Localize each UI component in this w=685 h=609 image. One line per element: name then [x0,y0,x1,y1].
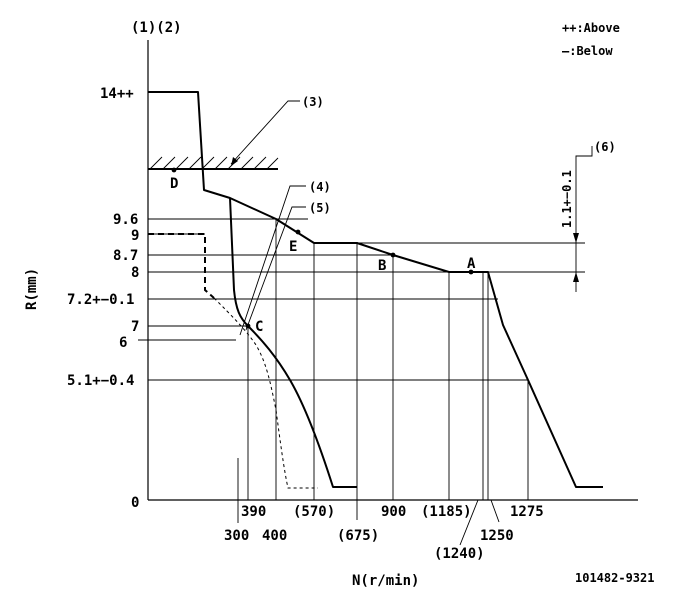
point-D-marker [171,167,177,173]
legend-below: —:Below [562,44,613,58]
y-tick-0: 0 [131,495,139,511]
point-C-label: C [255,319,263,335]
y-tick-7-2: 7.2+−0.1 [67,292,134,308]
legend-above: ++:Above [562,21,620,35]
x-tick-570: (570) [293,504,335,520]
y-tick-7: 7 [131,319,139,335]
below-limit-curve-lower [213,297,318,489]
reference-label: (1)(2) [131,20,182,36]
x-tick-390: 390 [241,504,266,520]
stopper-hatching [149,156,279,170]
point-E-label: E [289,239,297,255]
y-tick-9-6: 9.6 [113,212,138,228]
callout-4: (4) [309,180,331,194]
x-tick-1240: (1240) [434,546,485,562]
point-E-marker [295,229,301,235]
callout-5: (5) [309,201,331,215]
x-tick-1275: 1275 [510,504,544,520]
x-tick-1185: (1185) [421,504,472,520]
x-tick-900: 900 [381,504,406,520]
callout-3: (3) [302,95,324,109]
x-tick-1250-leader [490,499,500,523]
x-tick-1240-leader [459,499,479,546]
y-axis-label: R(mm) [24,268,40,310]
idle-characteristic-curve [229,197,357,488]
callout-3-leader [230,100,300,165]
below-limit-curve [148,233,215,299]
point-B-marker [390,252,396,258]
x-axis-label: N(r/min) [352,573,419,589]
y-tick-8: 8 [131,265,139,281]
main-characteristic-curve [148,91,603,488]
y-tick-14: 14++ [100,86,134,102]
tolerance-arrow-top [573,233,579,243]
document-number: 101482-9321 [575,571,654,585]
x-tick-400: 400 [262,528,287,544]
x-tick-1250: 1250 [480,528,514,544]
tolerance-value: 1.1+−0.1 [560,170,574,228]
y-tick-9: 9 [131,228,139,244]
y-tick-6: 6 [119,335,127,351]
y-tick-8-7: 8.7 [113,248,138,264]
x-tick-675: (675) [337,528,379,544]
point-A-marker [468,269,474,275]
point-C-marker [245,323,251,329]
callout-3-arrow [231,157,238,166]
callout-6: (6) [594,140,616,154]
y-tick-5-1: 5.1+−0.4 [67,373,134,389]
callout-4-leader [239,185,306,336]
point-A-label: A [467,256,476,272]
point-D-label: D [170,176,178,192]
point-B-label: B [378,258,386,274]
x-tick-300: 300 [224,528,249,544]
callout-5-leader [245,206,306,331]
tolerance-arrow-bottom [573,272,579,282]
callout-6-leader [575,146,593,170]
